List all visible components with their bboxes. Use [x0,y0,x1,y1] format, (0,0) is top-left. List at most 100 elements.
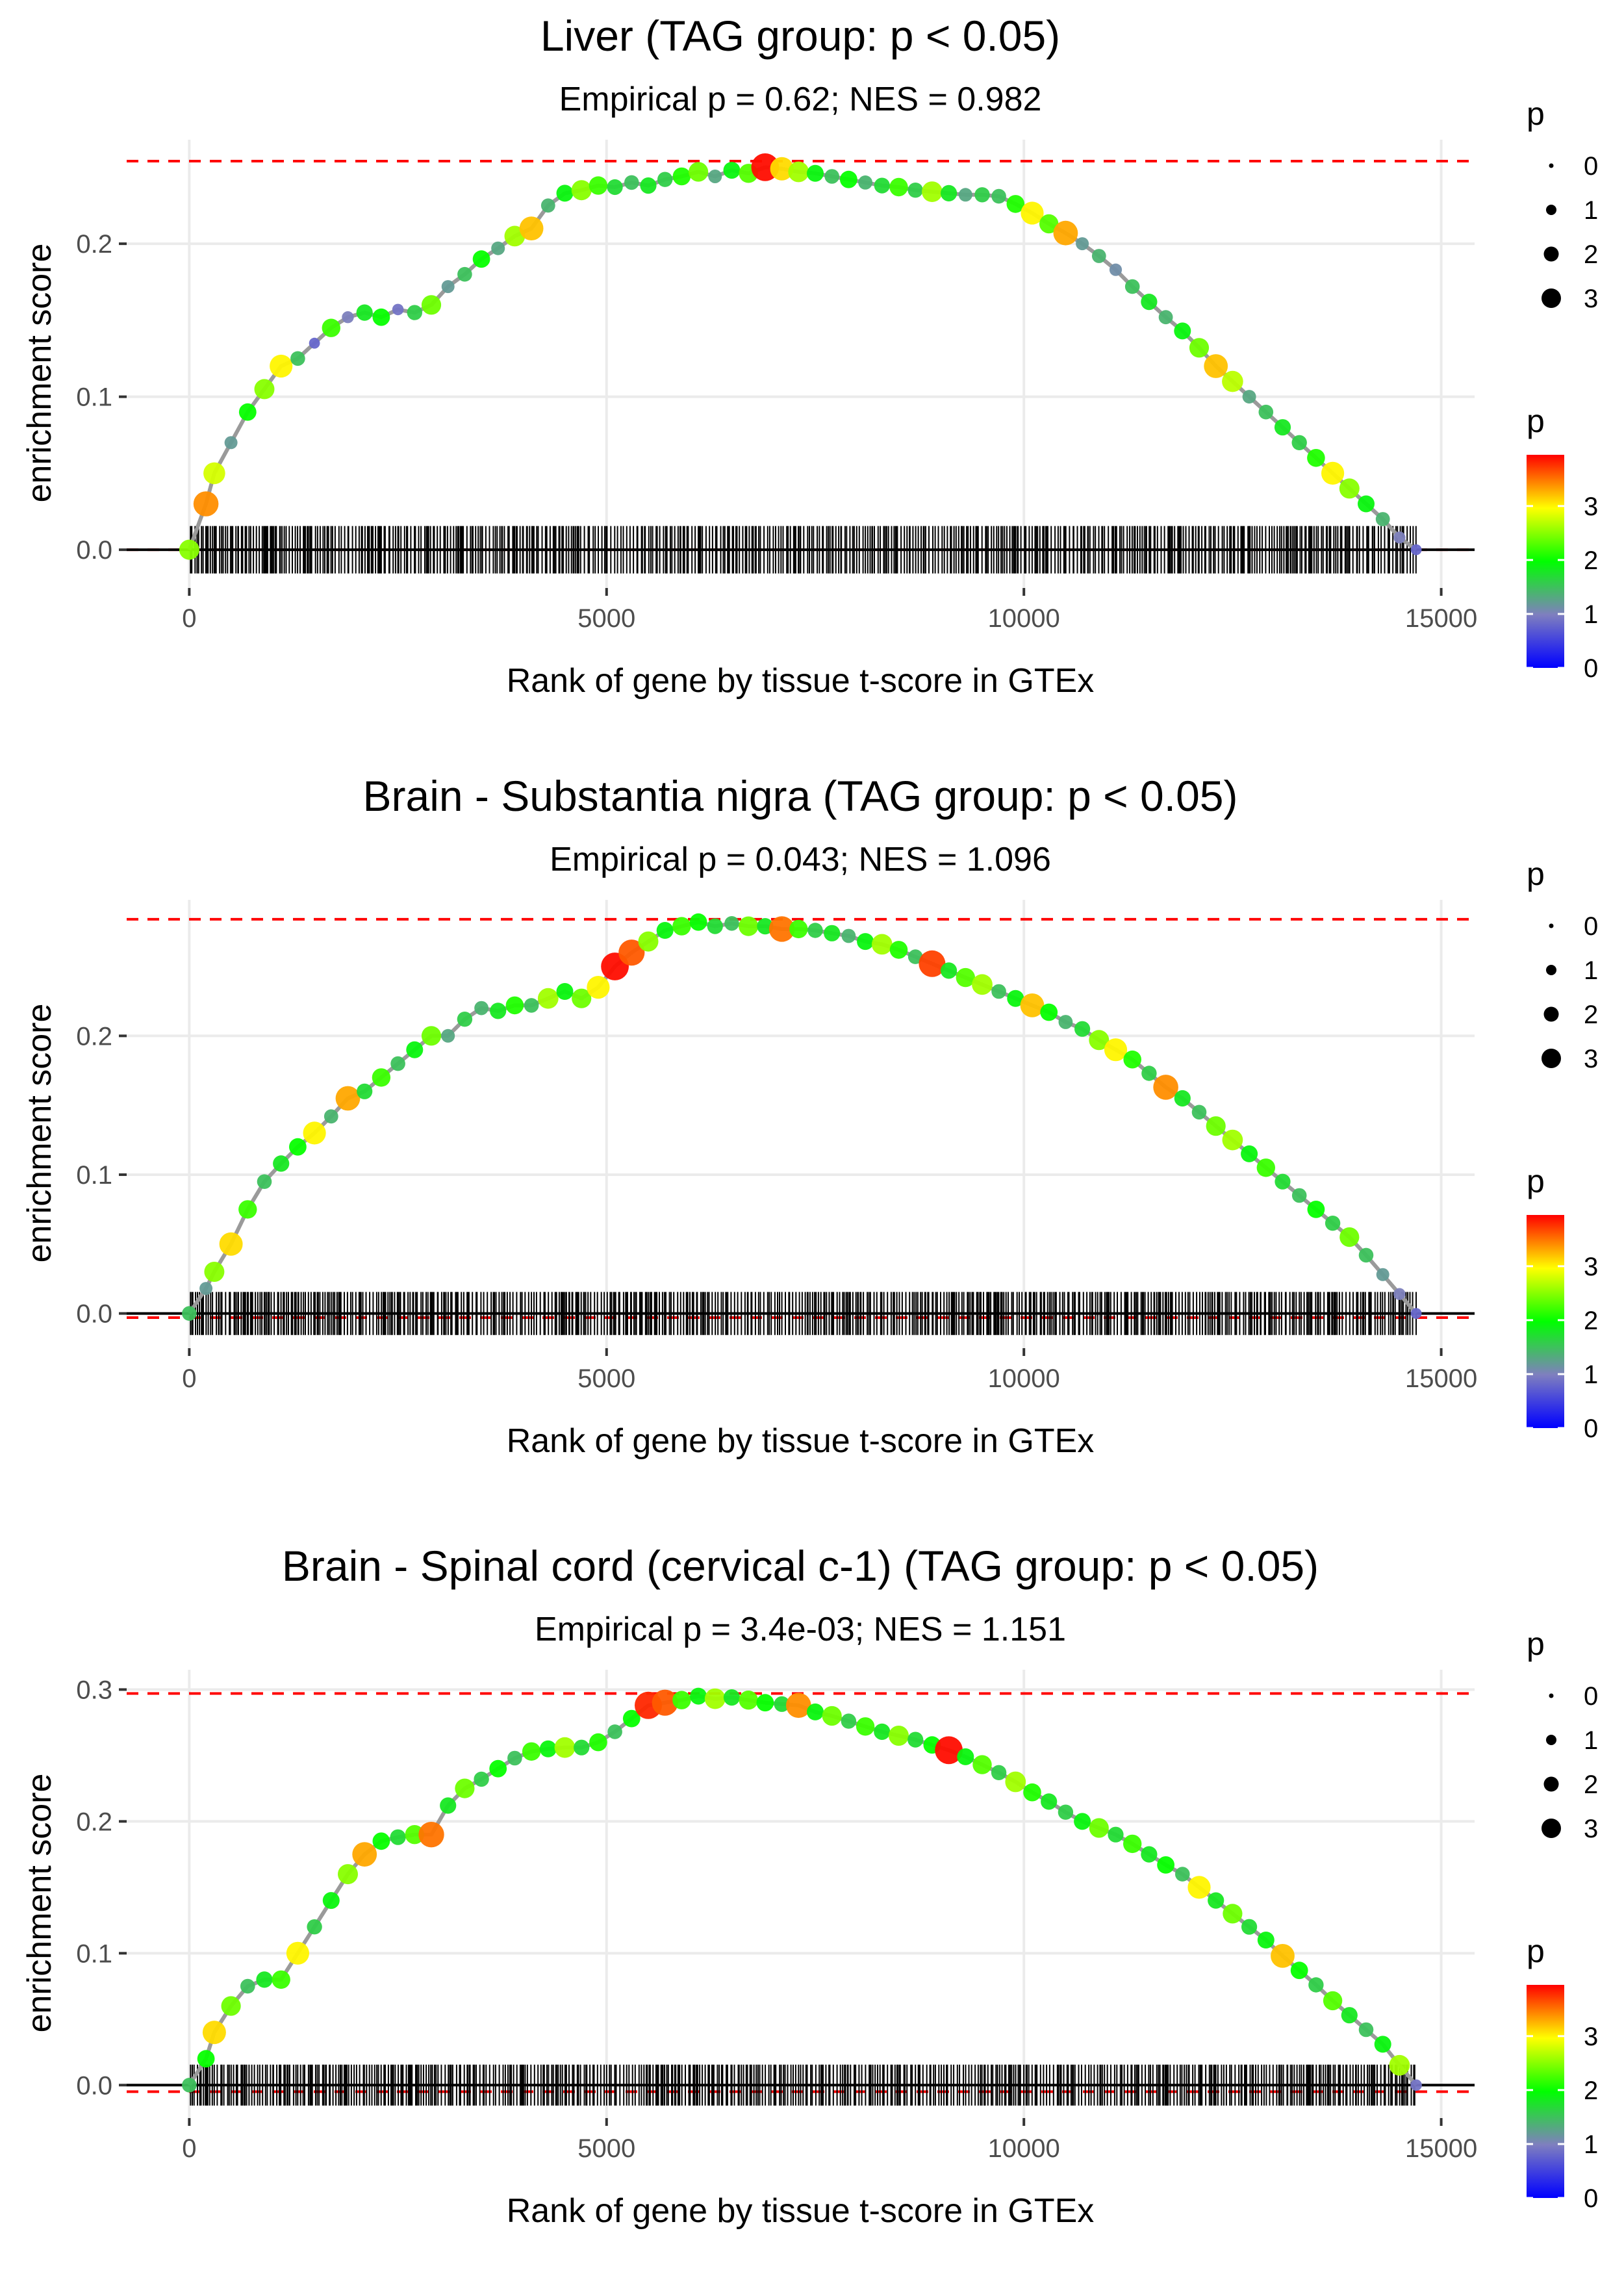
y-tick-label: 0.2 [76,1022,112,1051]
x-tick-label: 0 [182,2134,196,2163]
es-point [1153,1075,1178,1100]
es-point [1290,1961,1308,1980]
es-point [638,931,659,952]
color-legend-label: 0 [1584,654,1598,683]
es-point [1258,404,1274,420]
es-point [1308,1977,1324,1993]
es-point [224,436,238,450]
es-point [841,928,856,943]
size-legend-label: 3 [1584,1045,1598,1073]
es-point [807,923,823,938]
color-legend-label: 2 [1584,2076,1598,2105]
es-point [272,1970,290,1989]
chart-liver: Liver (TAG group: p < 0.05) Empirical p … [0,0,1624,715]
size-legend-key [1543,1776,1559,1792]
size-legend-key [1542,288,1561,308]
x-tick-label: 10000 [988,1364,1060,1393]
es-point [1358,1247,1374,1263]
es-point [522,1742,541,1761]
es-point [556,983,574,1000]
es-point [1271,1944,1295,1968]
es-point [357,1083,373,1099]
es-point [1393,1288,1406,1300]
color-legend-label: 2 [1584,1307,1598,1335]
chart-background [0,760,1624,1475]
chart-subtitle: Empirical p = 3.4e-03; NES = 1.151 [535,1611,1066,1648]
y-tick-label: 0.0 [76,536,112,565]
es-point [622,1709,641,1728]
size-legend-label: 2 [1584,240,1598,269]
es-point [1257,1932,1275,1948]
size-legend-label: 1 [1584,1726,1598,1755]
es-point [1158,310,1173,325]
y-axis-label: enrichment score [21,1004,58,1263]
es-point [788,161,809,183]
es-point [406,1041,424,1058]
es-point [1141,294,1158,311]
es-point [657,172,673,187]
size-legend-label: 1 [1584,196,1598,225]
es-point [182,1306,197,1321]
size-legend: p 0 1 2 3 [1527,1626,1598,1843]
es-point [1256,1158,1276,1177]
color-legend: p 0 1 2 3 [1527,1933,1598,2213]
es-point [618,939,645,966]
x-tick-label: 15000 [1405,2134,1477,2163]
es-point [956,967,976,988]
es-point [1222,370,1243,392]
es-point [941,962,958,979]
es-point [672,167,691,186]
es-point [1089,1030,1110,1051]
es-point [824,169,839,184]
es-point [182,2078,197,2093]
size-legend-label: 3 [1584,285,1598,313]
es-point [202,2021,226,2045]
x-tick-label: 15000 [1405,1364,1477,1393]
color-legend-label: 3 [1584,2023,1598,2051]
size-legend-label: 3 [1584,1815,1598,1843]
y-tick-label: 0.0 [76,1300,112,1329]
y-tick-label: 0.2 [76,230,112,259]
es-point [640,177,657,194]
es-point [197,2050,215,2068]
es-point [841,1713,857,1729]
size-legend-title: p [1527,1626,1545,1662]
es-point [179,539,199,560]
color-legend-label: 1 [1584,600,1598,629]
es-point [421,295,442,315]
es-point [704,1688,726,1709]
es-point [490,1003,507,1019]
color-legend-label: 3 [1584,492,1598,521]
es-point [1374,2036,1391,2053]
es-point [1339,478,1360,499]
es-point [489,1759,507,1778]
es-point [1307,449,1325,467]
es-point [457,1012,473,1027]
es-point [807,1703,824,1720]
size-legend-key [1546,1735,1556,1745]
es-point [1339,1227,1360,1247]
size-legend-key [1542,1819,1561,1838]
es-point [1058,1804,1074,1820]
x-tick-label: 15000 [1405,604,1477,633]
es-point [1376,1268,1389,1281]
es-point [874,1723,891,1740]
es-point [1104,1038,1128,1062]
size-legend-label: 0 [1584,1682,1598,1711]
es-point [907,949,923,964]
es-point [1323,1991,1343,2011]
es-point [474,1001,488,1016]
size-legend-label: 2 [1584,1001,1598,1029]
es-point [554,1737,576,1758]
color-legend-label: 0 [1584,1414,1598,1443]
es-point [204,1262,225,1282]
x-axis-ticks: 0 5000 10000 15000 [182,1348,1477,1393]
es-point [972,1755,992,1774]
size-legend-label: 0 [1584,912,1598,941]
es-point [1039,214,1059,234]
es-point [1241,1145,1258,1162]
es-point [807,164,824,182]
es-point [957,1748,974,1765]
es-point [991,1765,1007,1780]
es-point [856,1717,875,1736]
